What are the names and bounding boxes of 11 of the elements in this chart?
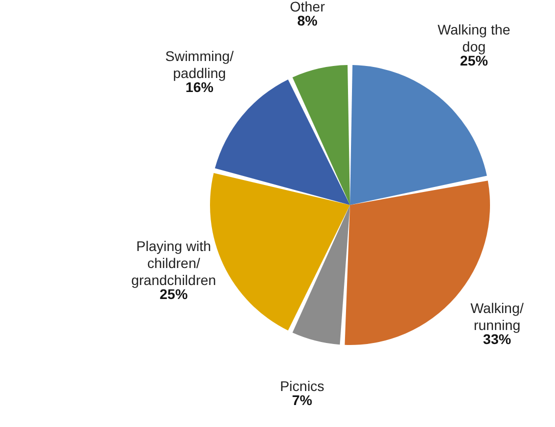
slice-label: Picnics bbox=[280, 378, 324, 394]
category-label: Walking/ running bbox=[470, 300, 524, 334]
data-label: 25% bbox=[160, 286, 188, 302]
data-label: 7% bbox=[292, 392, 313, 408]
data-label: 16% bbox=[185, 79, 214, 96]
data-label: 33% bbox=[483, 331, 512, 348]
slice-label: Other bbox=[290, 0, 326, 15]
category-label: Walking the dog bbox=[438, 21, 510, 54]
data-label: 8% bbox=[297, 12, 318, 29]
category-label: Playing with children/ grandchildren bbox=[131, 238, 216, 288]
category-label: Swimming/ paddling bbox=[165, 48, 234, 82]
